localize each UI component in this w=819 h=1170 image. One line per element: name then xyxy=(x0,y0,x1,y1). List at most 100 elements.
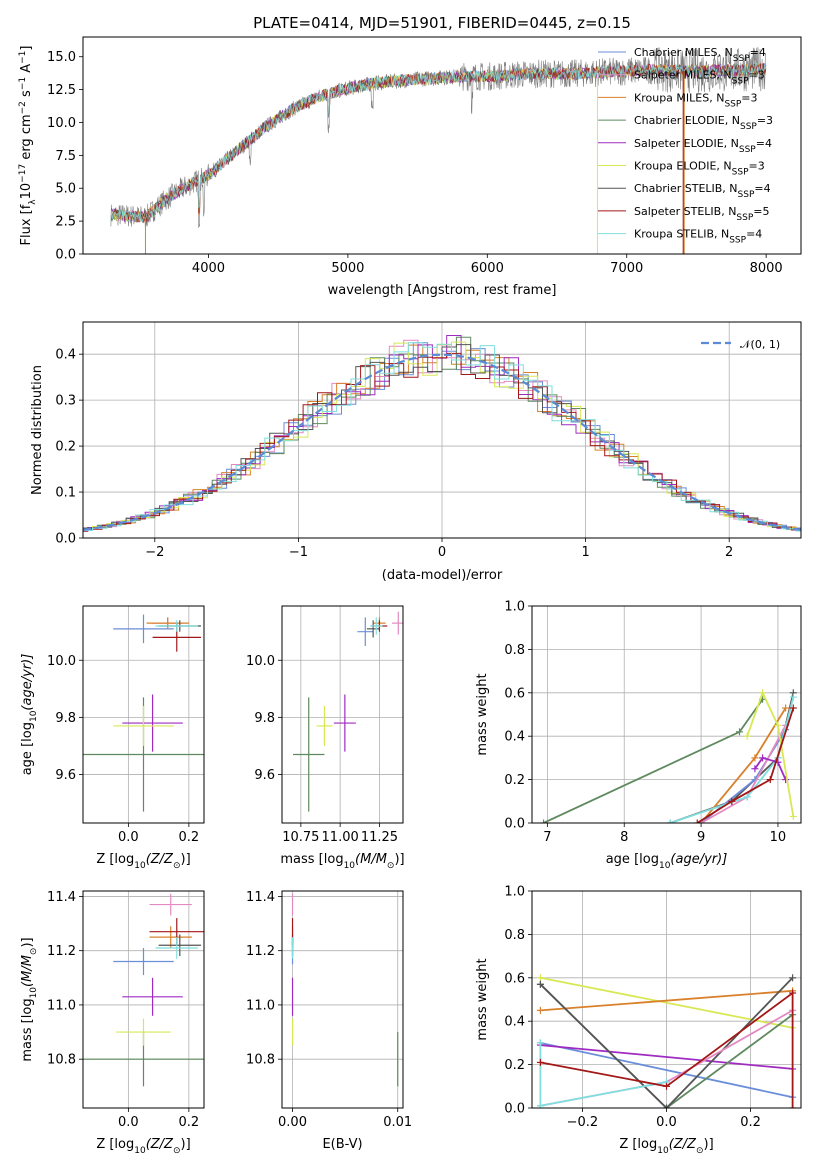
plot-area xyxy=(282,606,403,823)
x-axis-label-part: Z [log xyxy=(96,852,134,867)
y-tick-label: 10.0 xyxy=(246,654,275,669)
axes-frame xyxy=(82,36,802,255)
panel-spectrum: 4000 5000 6000 7000 8000 0.0 2.5 5.0 7.5 10.0 12.5… xyxy=(18,14,802,298)
y-axis-label-part: 10 xyxy=(29,710,39,722)
y-tick-label: 0.0 xyxy=(55,532,76,547)
series-line xyxy=(696,707,795,823)
y-tick-label: 0.0 xyxy=(55,248,76,263)
errorbar-chabrier-stelib xyxy=(366,620,380,638)
legend-entry-part: =4 xyxy=(756,137,772,150)
x-axis-label-part: 10 xyxy=(344,861,356,871)
legend-entry-part: Kroupa MILES, N xyxy=(634,91,724,104)
legend-entry-part: Kroupa ELODIE, N xyxy=(634,160,732,173)
y-tick-label: 10.0 xyxy=(47,116,76,131)
x-tick-label: 0.2 xyxy=(179,1115,200,1130)
plot-area xyxy=(532,606,801,823)
legend-entry-part: SSP xyxy=(729,236,746,246)
errorbar-salpeter-miles xyxy=(392,611,403,635)
legend-entry-part: SSP xyxy=(724,99,741,109)
x-axis-label-part: (M/M xyxy=(355,852,387,867)
series-line xyxy=(540,1044,793,1070)
residual-histogram-kroupa-miles xyxy=(83,344,801,531)
legend-entry: Chabrier ELODIE, NSSP=3 xyxy=(634,114,773,132)
x-axis-label: wavelength [Angstrom, rest frame] xyxy=(328,283,557,298)
y-tick-label: 5.0 xyxy=(55,182,76,197)
y-axis-label: Flux [fλ10−17 erg cm−2 s−1 A−1] xyxy=(18,46,38,246)
x-axis-label: Z [log10(Z/Z⊙)] xyxy=(96,852,190,871)
y-axis-label-part: λ xyxy=(28,199,38,205)
x-axis-label-part: age [log xyxy=(606,852,659,867)
residual-histogram-kroupa-stelib xyxy=(83,342,801,532)
x-tick-label: 0.0 xyxy=(118,1115,139,1130)
y-tick-label: 11.2 xyxy=(246,944,275,959)
y-axis-label-part: )] xyxy=(20,937,35,947)
axes-frame xyxy=(82,890,205,1109)
errorbar-chabrier-elodie xyxy=(293,697,325,812)
y-axis-label: mass weight xyxy=(475,958,490,1040)
x-tick-label: −2 xyxy=(145,545,164,560)
y-tick-label: 10.8 xyxy=(47,1053,76,1068)
x-tick-label: 0.0 xyxy=(656,1115,677,1130)
series-chabrier-elodie xyxy=(540,695,767,823)
y-tick-label: 0.2 xyxy=(55,440,76,455)
panel-weight-vs-Z: −0.2 0.0 0.2 0.0 0.2 0.4 0.6 0.8 1.0 Z [log10(Z/Z… xyxy=(475,885,802,1156)
errorbar-kroupa-elodie xyxy=(316,705,333,746)
series-line xyxy=(540,991,794,1108)
series-line xyxy=(670,696,795,823)
y-tick-label: 0.3 xyxy=(55,394,76,409)
y-tick-label: 11.4 xyxy=(47,890,76,905)
x-tick-label: 0 xyxy=(438,545,446,560)
y-tick-label: 0.4 xyxy=(504,1015,525,1030)
x-tick-label: 2 xyxy=(725,545,733,560)
x-axis-label-part: 10 xyxy=(657,1146,669,1156)
x-axis-label-part: )] xyxy=(181,852,191,867)
x-tick-label: 5000 xyxy=(331,261,364,276)
x-tick-label: 0.0 xyxy=(118,830,139,845)
series-line xyxy=(746,690,795,817)
y-axis-label-part: 10 xyxy=(29,987,39,999)
x-axis-label-part: ⊙ xyxy=(387,861,395,871)
plot-area xyxy=(83,606,204,823)
y-tick-label: 9.8 xyxy=(254,711,275,726)
x-tick-label: 6000 xyxy=(471,261,504,276)
legend-entry-part: =5 xyxy=(753,205,769,218)
y-tick-label: 0.2 xyxy=(504,773,525,788)
residual-histogram-salpeter-elodie xyxy=(83,335,801,532)
y-tick-label: 0.6 xyxy=(504,971,525,986)
y-tick-label: 15.0 xyxy=(47,50,76,65)
x-tick-label: 11.25 xyxy=(361,830,398,845)
legend-entry-part: Chabrier ELODIE, N xyxy=(634,114,740,127)
plot-area xyxy=(83,891,204,1108)
y-axis-label-part: −1 xyxy=(18,51,28,64)
x-axis-label: (data-model)/error xyxy=(382,568,503,583)
y-tick-label: 11.2 xyxy=(47,944,76,959)
errorbar-chabrier-miles xyxy=(113,947,174,976)
errorbar-salpeter-elodie xyxy=(122,977,183,1016)
y-tick-label: 0.6 xyxy=(504,686,525,701)
legend-entry-part: Salpeter ELODIE, N xyxy=(634,137,739,150)
y-axis-label-part: mass [log xyxy=(20,998,35,1061)
x-axis-label-part: 10 xyxy=(659,861,671,871)
x-axis-label: Z [log10(Z/Z⊙)] xyxy=(619,1137,713,1156)
legend-entry-part: =3 xyxy=(757,114,773,127)
series-chabrier-stelib xyxy=(536,974,797,1108)
plot-area xyxy=(282,891,403,1108)
y-axis-label-part: A xyxy=(19,64,34,77)
x-axis-label-part: )] xyxy=(181,1137,191,1152)
y-tick-label: 9.6 xyxy=(254,768,275,783)
y-axis-label: mass [log10(M/M⊙)] xyxy=(20,937,39,1061)
y-axis-label-part: age [log xyxy=(20,722,35,775)
y-axis-label: age [log10(age/yr)] xyxy=(20,654,39,776)
legend-entry-part: Kroupa STELIB, N xyxy=(634,228,729,241)
y-tick-label: 11.4 xyxy=(246,890,275,905)
x-axis-label: age [log10(age/yr)] xyxy=(606,852,728,871)
y-axis-label-part: −17 xyxy=(18,164,28,183)
x-tick-label: 0.00 xyxy=(278,1115,307,1130)
legend-entry: Chabrier MILES, NSSP=4 xyxy=(634,46,766,64)
y-axis-label-part: Flux [f xyxy=(19,204,34,245)
series-line xyxy=(540,1042,793,1099)
legend-entry: Kroupa STELIB, NSSP=4 xyxy=(634,228,762,246)
chart-title: PLATE=0414, MJD=51901, FIBERID=0445, z=0… xyxy=(253,14,631,32)
series-line xyxy=(540,976,793,1029)
